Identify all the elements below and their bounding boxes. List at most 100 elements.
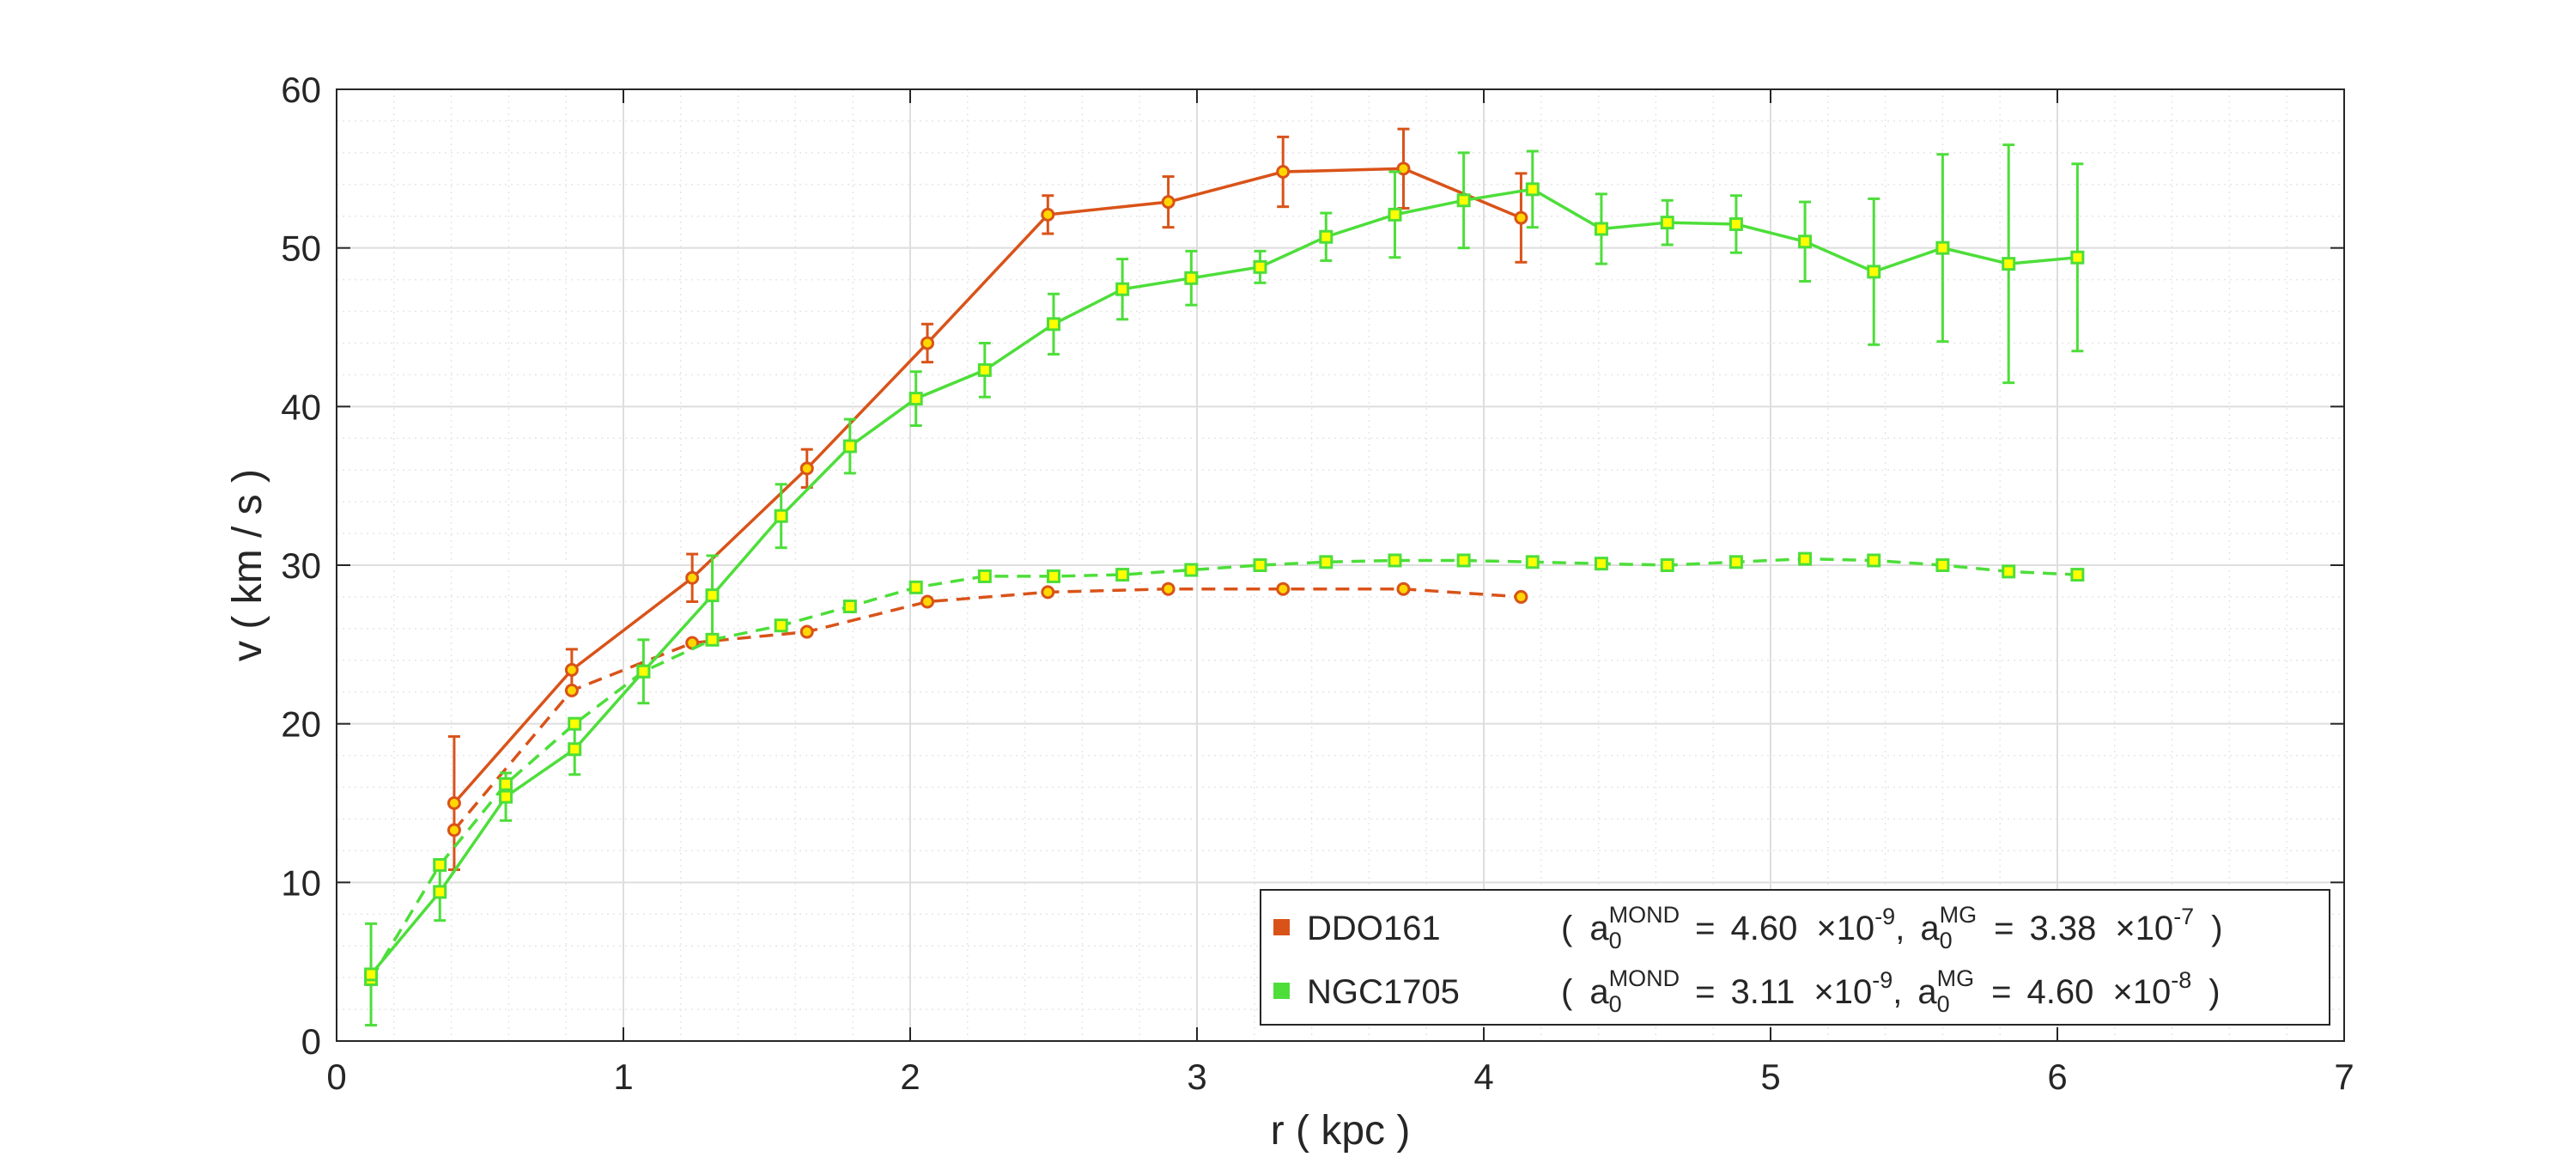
observed-point-ddo161 [1514,210,1528,225]
param-value-mg: 4.60 [2027,973,2094,1011]
observed-point-ddo161 [685,570,700,585]
x-tick-label: 5 [1760,1056,1780,1097]
observed-point-ngc1705 [1728,216,1743,231]
model-point-ngc1705 [1388,553,1402,568]
legend-swatch-ngc1705 [1273,983,1290,999]
param-open: ( [1561,910,1573,947]
x-tick-label: 3 [1187,1056,1206,1097]
series-layer [364,127,2085,1027]
x-tick-label: 0 [326,1056,346,1097]
observed-point-ngc1705 [1594,222,1608,236]
model-point-ngc1705 [908,580,923,594]
model-point-ngc1705 [2070,568,2085,582]
model-point-ddo161 [1161,582,1176,596]
observed-point-ngc1705 [1525,182,1540,197]
param-value-mond: 3.11 [1730,973,1795,1011]
param-equals: = [1695,973,1715,1011]
param-superscript-mond: MOND [1609,902,1680,928]
param-superscript-mg: MG [1937,965,1975,991]
model-point-ddo161 [564,683,579,697]
model-point-ngc1705 [977,569,992,583]
param-value-mond: 4.60 [1730,910,1797,947]
model-point-ngc1705 [1319,555,1334,569]
model-point-ngc1705 [1184,563,1199,577]
observed-point-ngc1705 [1798,234,1813,249]
model-point-ddo161 [447,823,461,837]
param-a-symbol-2: a [1917,973,1937,1011]
param-comma: , [1893,973,1902,1011]
legend: DDO161 (a0MOND = 4.60 ×10-9, a0MG = 3.38 ×10-7)… [1260,889,2330,1026]
param-a-symbol: a [1589,910,1609,947]
y-tick-label: 50 [281,228,321,269]
param-a-symbol-2: a [1920,910,1940,947]
observed-point-ddo161 [1276,165,1291,180]
model-point-ngc1705 [1115,568,1130,582]
legend-label-ddo161: DDO161 [1307,910,1441,947]
y-axis-label: v ( km / s ) [225,469,270,661]
param-times-mg: ×10 [2112,973,2171,1011]
observed-point-ngc1705 [977,362,992,377]
param-times-mond: ×10 [1814,973,1872,1011]
param-exponent-mg: -8 [2171,967,2191,993]
observed-point-ngc1705 [1047,317,1060,332]
observed-point-ddo161 [1161,195,1176,210]
observed-point-ddo161 [920,336,935,350]
x-tick-label: 4 [1473,1056,1493,1097]
param-subscript: 0 [1609,991,1622,1017]
legend-entry-ddo161: DDO161 (a0MOND = 4.60 ×10-9, a0MG = 3.38 ×10-7) [1273,902,2223,953]
model-point-ngc1705 [1047,569,1060,583]
param-exponent-mond: -9 [1872,967,1893,993]
model-point-ngc1705 [2002,564,2016,579]
observed-point-ngc1705 [1253,259,1267,274]
model-line-ngc1705 [369,557,2078,980]
model-point-ngc1705 [774,618,788,633]
legend-entry-ngc1705: NGC1705 (a0MOND = 3.11 ×10-9, a0MG = 4.60 ×10-8… [1273,965,2221,1017]
model-point-ngc1705 [433,858,447,873]
model-point-ddo161 [1396,582,1411,596]
param-a-symbol: a [1589,973,1609,1011]
param-equals-2: = [1994,910,2014,947]
model-point-ngc1705 [705,632,720,647]
series-ngc1705 [364,143,2085,1027]
param-subscript-2: 0 [1940,928,1953,953]
observed-point-ngc1705 [774,508,788,523]
model-point-ngc1705 [1867,553,1881,568]
model-point-ddo161 [1041,585,1055,600]
model-point-ngc1705 [568,716,582,731]
model-point-ngc1705 [499,776,513,791]
model-point-ngc1705 [1728,555,1743,569]
series-ddo161 [447,127,1528,872]
y-tick-label: 60 [281,70,321,110]
y-tick-label: 0 [301,1021,321,1062]
x-tick-label: 6 [2047,1056,2067,1097]
param-value-mg: 3.38 [2029,910,2096,947]
param-superscript-mond: MOND [1609,965,1680,991]
observed-line-ddo161 [453,167,1522,805]
param-equals: = [1695,910,1715,947]
model-point-ngc1705 [1253,558,1267,572]
model-point-ngc1705 [1935,558,1950,572]
param-times-mg: ×10 [2115,910,2173,947]
observed-point-ngc1705 [364,967,379,982]
axis-tick-labels: 0 1 2 3 4 5 6 7 0 10 20 30 40 50 60 [281,70,2354,1097]
param-close: ) [2208,973,2220,1011]
observed-point-ngc1705 [1115,282,1130,296]
x-tick-label: 7 [2334,1056,2354,1097]
observed-point-ngc1705 [1456,193,1471,208]
model-point-ngc1705 [1456,553,1471,568]
observed-point-ngc1705 [908,392,923,406]
observed-point-ngc1705 [1184,271,1199,285]
observed-point-ngc1705 [1935,241,1950,255]
model-line-ddo161 [453,587,1522,831]
param-exponent-mg: -7 [2173,904,2194,929]
model-point-ngc1705 [1660,558,1674,572]
observed-point-ngc1705 [1388,207,1402,222]
y-tick-label: 30 [281,545,321,586]
model-point-ddo161 [920,594,935,609]
param-superscript-mg: MG [1940,902,1978,928]
observed-point-ngc1705 [705,588,720,603]
model-point-ddo161 [1514,589,1528,604]
y-tick-label: 10 [281,862,321,903]
observed-point-ngc1705 [1660,216,1674,230]
